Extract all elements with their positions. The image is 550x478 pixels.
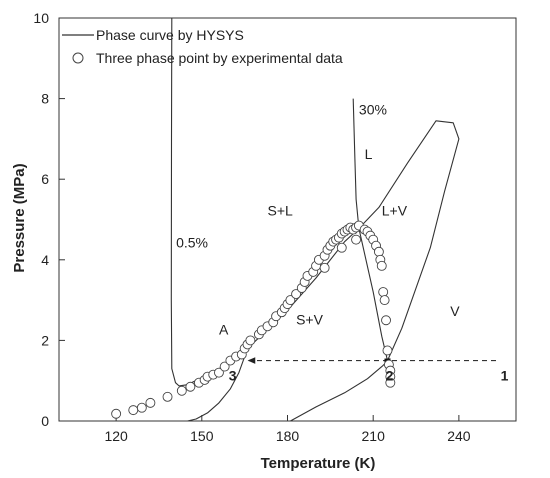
y-tick-label: 4 xyxy=(41,252,49,268)
data-point xyxy=(213,367,224,378)
data-point xyxy=(378,287,389,297)
data-point xyxy=(385,377,396,388)
data-point xyxy=(382,345,393,356)
data-point xyxy=(285,295,296,306)
legend: Phase curve by HYSYS Three phase point b… xyxy=(62,27,343,66)
state-point-label-2: 2 xyxy=(386,368,394,384)
state-point-label-3: 3 xyxy=(229,368,237,384)
data-point xyxy=(376,260,387,271)
annotation-05: 0.5% xyxy=(176,235,208,251)
y-axis-title: Pressure (MPa) xyxy=(11,163,28,272)
y-tick-label: 6 xyxy=(41,171,49,187)
data-point xyxy=(291,289,302,300)
data-point xyxy=(319,262,330,273)
data-point xyxy=(381,315,391,326)
x-tick-label: 210 xyxy=(362,428,386,444)
annotation-v: V xyxy=(450,303,460,319)
data-point xyxy=(128,405,139,416)
data-point xyxy=(145,397,156,408)
data-point xyxy=(176,385,187,396)
y-tick-label: 0 xyxy=(41,413,49,429)
annotation-sl: S+L xyxy=(268,202,294,218)
annotation-l: L xyxy=(365,146,373,162)
data-point xyxy=(245,335,256,346)
data-point xyxy=(379,295,390,306)
y-tick-label: 8 xyxy=(41,91,49,107)
phase-curve-3 xyxy=(352,98,460,362)
data-point xyxy=(136,402,147,413)
annotation-lv: L+V xyxy=(382,202,408,218)
data-point xyxy=(111,408,122,419)
data-point xyxy=(351,234,361,245)
phase-curve-4 xyxy=(290,358,391,422)
annotation-sv: S+V xyxy=(296,311,324,327)
x-tick-label: 180 xyxy=(276,428,300,444)
x-tick-label: 120 xyxy=(104,428,128,444)
data-point xyxy=(219,361,230,372)
x-axis-title: Temperature (K) xyxy=(261,455,376,472)
legend-label-three-phase-point: Three phase point by experimental data xyxy=(96,50,343,66)
x-tick-label: 150 xyxy=(190,428,214,444)
x-tick-label: 240 xyxy=(447,428,471,444)
legend-label-phase-curve: Phase curve by HYSYS xyxy=(96,27,244,43)
y-tick-label: 10 xyxy=(33,10,49,26)
data-point xyxy=(336,242,347,253)
state-point-label-1: 1 xyxy=(501,368,509,384)
annotation-a: A xyxy=(219,321,229,337)
data-point xyxy=(162,391,173,402)
y-tick-label: 2 xyxy=(41,332,49,348)
data-point xyxy=(185,381,196,392)
annotation-30: 30% xyxy=(359,102,387,118)
legend-marker-swatch xyxy=(72,52,84,64)
data-point xyxy=(373,246,384,257)
phase-curve-2 xyxy=(187,356,246,422)
